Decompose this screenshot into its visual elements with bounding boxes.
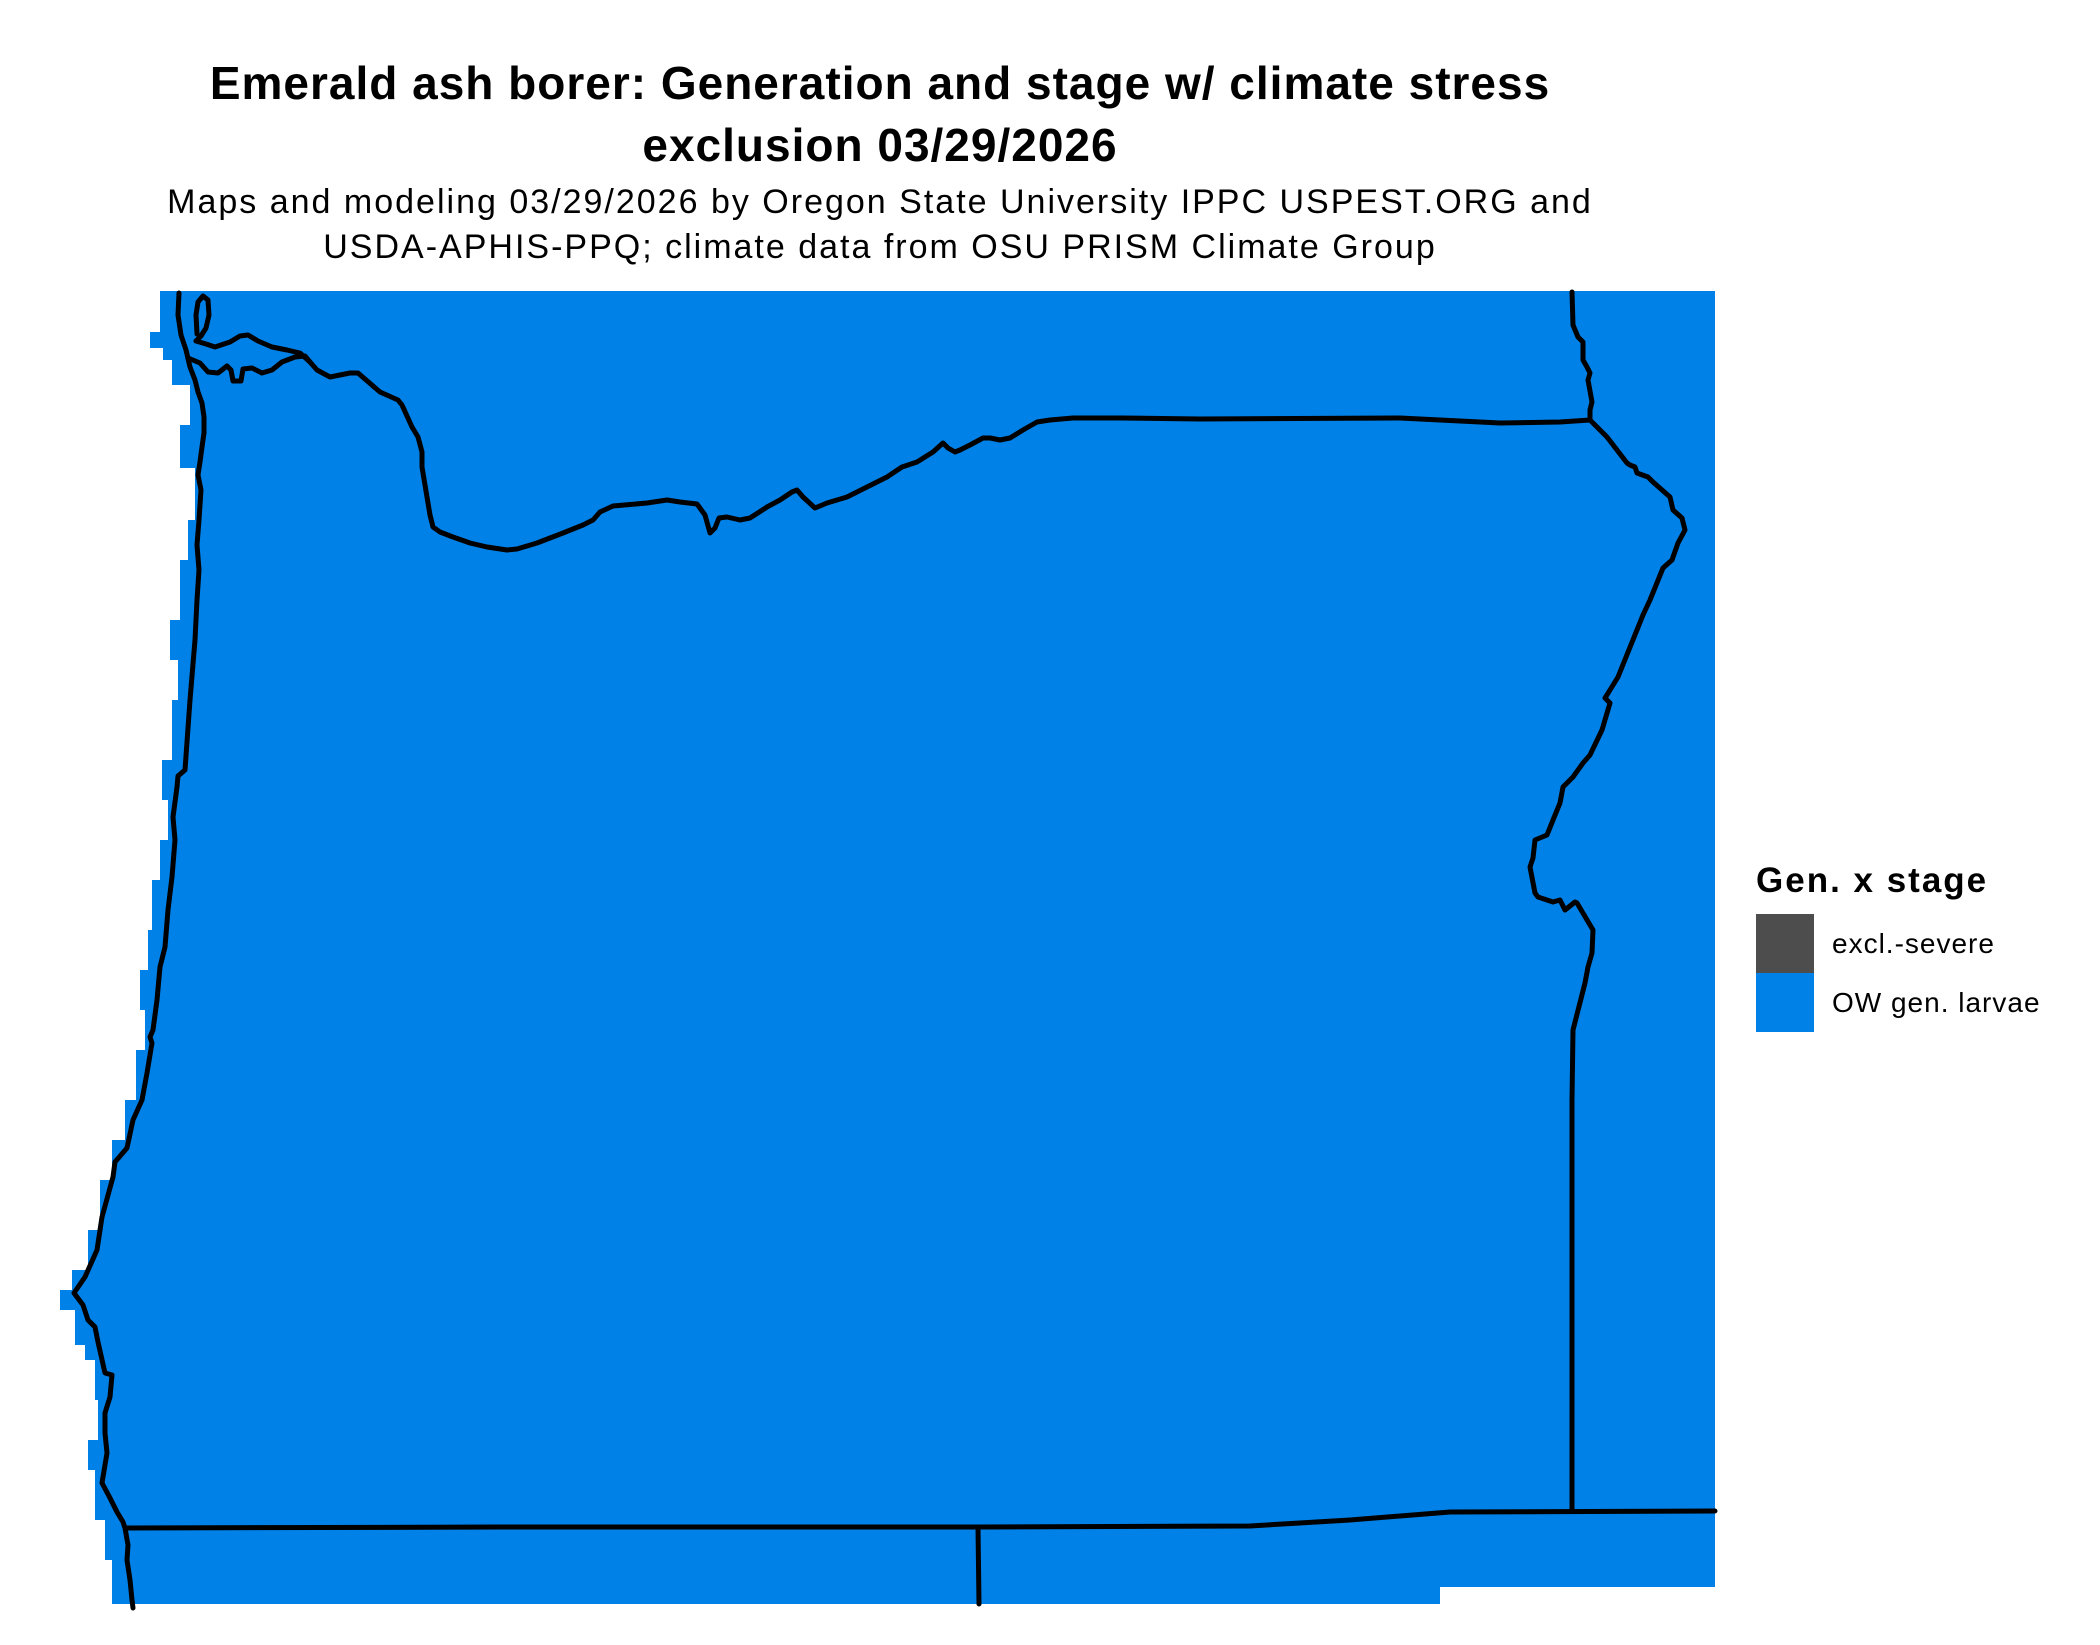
ow-gen-larvae-swatch xyxy=(1756,973,1814,1032)
title-line-2: exclusion 03/29/2026 xyxy=(642,119,1118,171)
subtitle-line-1: Maps and modeling 03/29/2026 by Oregon S… xyxy=(167,183,1593,221)
legend-label-ow-gen-larvae: OW gen. larvae xyxy=(1832,986,2041,1018)
page-subtitle: Maps and modeling 03/29/2026 by Oregon S… xyxy=(95,180,1665,270)
page-title: Emerald ash borer: Generation and stage … xyxy=(95,52,1665,176)
oregon-south-border xyxy=(122,1508,1718,1531)
oregon-idaho-border xyxy=(1527,417,1688,1514)
washington-idaho-border xyxy=(1569,289,1595,423)
columbia-river-north-border xyxy=(193,332,1593,553)
legend-label-excl-severe: excl.-severe xyxy=(1832,927,1995,959)
state-border-lines xyxy=(71,289,1718,1611)
pacific-coastline-border xyxy=(71,290,207,1611)
title-line-1: Emerald ash borer: Generation and stage … xyxy=(209,57,1551,109)
columbia-river-mouth-hook xyxy=(193,293,212,344)
legend-item-ow-gen-larvae: OW gen. larvae xyxy=(1756,973,2086,1032)
excl-severe-swatch xyxy=(1756,914,1814,973)
model-raster-region xyxy=(60,291,1715,1604)
subtitle-line-2: USDA-APHIS-PPQ; climate data from OSU PR… xyxy=(323,228,1437,266)
legend: Gen. x stage excl.-severe OW gen. larvae xyxy=(1756,862,2086,1032)
legend-title: Gen. x stage xyxy=(1756,861,1989,900)
youngs-bay-shore xyxy=(185,353,313,384)
legend-item-excl-severe: excl.-severe xyxy=(1756,914,2086,973)
california-nevada-border xyxy=(975,1524,982,1607)
